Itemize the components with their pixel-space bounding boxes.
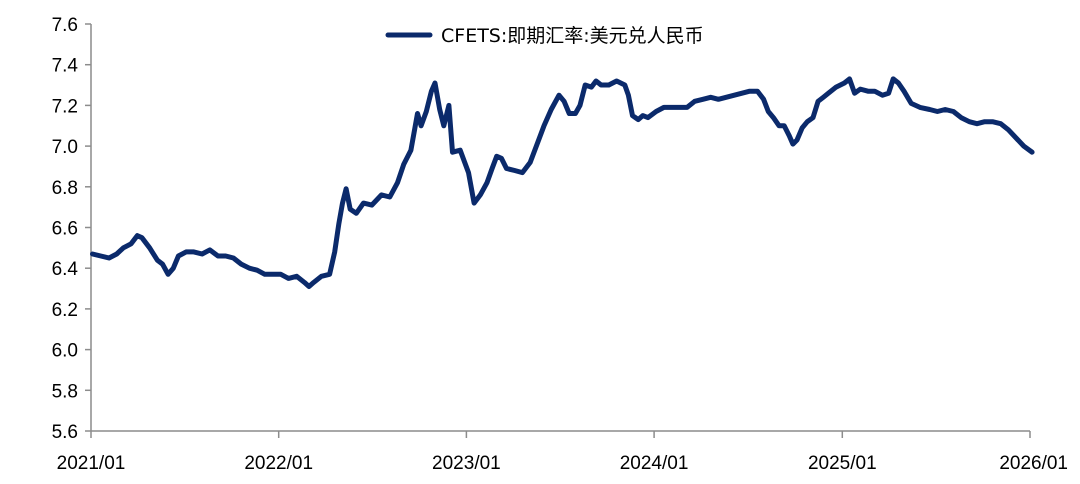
y-tick-label: 5.6 [52, 422, 78, 443]
x-tick-label: 2022/01 [244, 453, 313, 474]
y-tick-label: 6.0 [52, 341, 78, 362]
y-tick-label: 6.4 [52, 259, 79, 280]
y-tick-label: 6.2 [52, 300, 78, 321]
x-tick-label: 2021/01 [57, 453, 126, 474]
legend-label: CFETS:即期汇率:美元兑人民币 [441, 25, 704, 47]
y-tick-label: 7.2 [52, 96, 78, 117]
y-tick-label: 6.6 [52, 219, 78, 240]
y-tick-label: 7.6 [52, 15, 78, 36]
legend: CFETS:即期汇率:美元兑人民币 [385, 25, 704, 47]
x-tick-label: 2025/01 [808, 453, 877, 474]
y-tick-label: 6.8 [52, 178, 78, 199]
y-tick-label: 5.8 [52, 381, 78, 402]
x-tick-label: 2026/01 [999, 453, 1068, 474]
x-tick-label: 2023/01 [432, 453, 501, 474]
x-tick-label: 2024/01 [620, 453, 689, 474]
y-axis-ticks: 5.6 5.8 6.0 6.2 6.4 6.6 6.8 7.0 7.2 7.4 7.6 [52, 15, 91, 443]
x-axis-ticks: 2021/01 2022/01 2023/01 2024/01 2025/01 2026/… [57, 431, 1068, 474]
series-line [90, 76, 1035, 289]
y-tick-label: 7.0 [52, 137, 78, 158]
series-group [90, 76, 1035, 289]
y-tick-label: 7.4 [52, 56, 79, 77]
